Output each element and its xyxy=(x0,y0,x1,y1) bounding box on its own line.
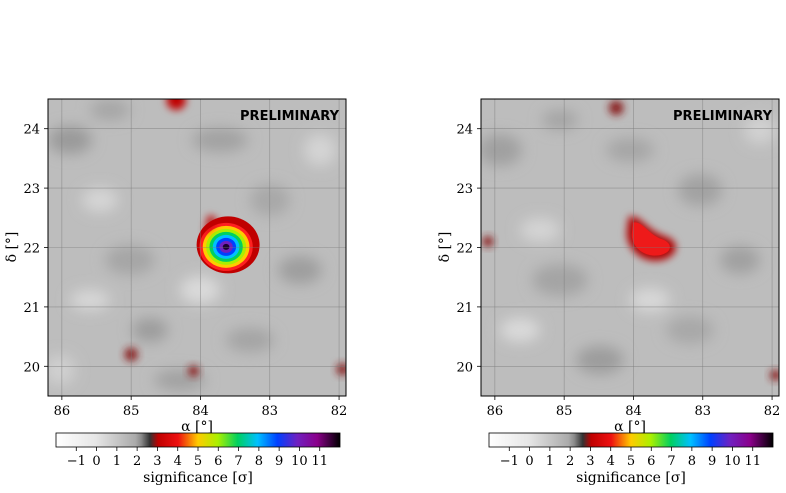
colorbar: −1 0 1 2 3 4 5 6 7 8 9 10 11 significance [σ] xyxy=(488,432,774,486)
significance-contour xyxy=(204,214,219,235)
y-tick-label: 20 xyxy=(23,360,40,375)
colorbar-label: significance [σ] xyxy=(143,470,253,486)
colorbar-tick-label: 1 xyxy=(113,454,121,469)
colorbar-tick-label: 11 xyxy=(311,454,328,469)
main-source xyxy=(196,214,260,274)
colorbar-tick-label: 6 xyxy=(647,454,655,469)
significance-contour xyxy=(222,243,230,250)
colorbar-tick-label: 4 xyxy=(174,454,182,469)
y-tick-labels: 20 21 22 23 24 xyxy=(456,123,481,375)
noise-blobs xyxy=(48,100,336,390)
colorbar-tick-labels: −1 0 1 2 3 4 5 6 7 8 9 10 11 xyxy=(67,447,328,469)
hotspot xyxy=(336,363,346,376)
colorbar-gradient xyxy=(55,432,341,448)
y-tick-label: 21 xyxy=(23,301,40,316)
hotspot-blob xyxy=(482,235,494,248)
colorbar-tick-label: 4 xyxy=(607,454,615,469)
source-markers xyxy=(124,99,346,377)
colorbar-tick-label: 3 xyxy=(586,454,594,469)
colorbar-tick-labels: −1 0 1 2 3 4 5 6 7 8 9 10 11 xyxy=(500,447,761,469)
colorbar-tick-label: 10 xyxy=(724,454,741,469)
y-tick-label: 21 xyxy=(456,301,473,316)
x-tick-label: 82 xyxy=(764,404,781,419)
watermark-label: PRELIMINARY xyxy=(240,109,340,124)
x-tick-label: 86 xyxy=(487,404,504,419)
colorbar-tick-label: −1 xyxy=(500,454,519,469)
colorbar-tick-label: 2 xyxy=(566,454,574,469)
x-tick-label: 86 xyxy=(54,404,71,419)
hotspot xyxy=(608,100,624,116)
x-axis-label: α [°] xyxy=(614,419,646,435)
colorbar: −1 0 1 2 3 4 5 6 7 8 9 10 11 significance [σ] xyxy=(55,432,341,486)
x-tick-label: 85 xyxy=(556,404,573,419)
x-tick-labels: 86 85 84 83 82 xyxy=(54,396,348,419)
colorbar-tick-label: 8 xyxy=(255,454,263,469)
grid-lines xyxy=(481,99,779,396)
x-tick-label: 83 xyxy=(694,404,711,419)
y-tick-label: 24 xyxy=(456,123,473,138)
y-tick-labels: 20 21 22 23 24 xyxy=(23,123,48,375)
x-tick-label: 84 xyxy=(192,404,209,419)
colorbar-tick-label: −1 xyxy=(67,454,86,469)
y-tick-label: 22 xyxy=(23,242,40,257)
colorbar-tick-label: 11 xyxy=(744,454,761,469)
hotspot xyxy=(187,365,200,377)
hotspot xyxy=(166,99,187,110)
colorbar-label: significance [σ] xyxy=(576,470,686,486)
y-tick-label: 23 xyxy=(456,182,473,197)
colorbar-gradient xyxy=(488,432,774,448)
heatmap-background xyxy=(48,99,346,396)
hotspot-blob xyxy=(166,99,187,110)
y-tick-label: 22 xyxy=(456,242,473,257)
hotspot-blob xyxy=(336,363,346,376)
y-tick-label: 20 xyxy=(456,360,473,375)
colorbar-tick-label: 9 xyxy=(275,454,283,469)
colorbar-tick-label: 5 xyxy=(627,454,635,469)
hotspot-blob xyxy=(187,365,200,377)
hotspot-blob xyxy=(608,100,624,116)
noise-blobs xyxy=(481,110,776,374)
colorbar-tick-label: 7 xyxy=(234,454,242,469)
x-tick-label: 85 xyxy=(123,404,140,419)
x-tick-label: 84 xyxy=(625,404,642,419)
colorbar-tick-label: 5 xyxy=(194,454,202,469)
hotspot xyxy=(482,235,494,248)
y-axis-label: δ [°] xyxy=(4,232,20,263)
colorbar-tick-label: 2 xyxy=(133,454,141,469)
colorbar-tick-label: 9 xyxy=(708,454,716,469)
x-tick-label: 83 xyxy=(261,404,278,419)
colorbar-tick-label: 1 xyxy=(546,454,554,469)
colorbar-tick-label: 8 xyxy=(688,454,696,469)
x-axis-label: α [°] xyxy=(181,419,213,435)
y-tick-label: 23 xyxy=(23,182,40,197)
x-tick-label: 82 xyxy=(331,404,348,419)
colorbar-tick-label: 0 xyxy=(525,454,533,469)
colorbar-tick-label: 3 xyxy=(153,454,161,469)
colorbar-tick-label: 6 xyxy=(214,454,222,469)
colorbar-tick-label: 0 xyxy=(92,454,100,469)
y-tick-label: 24 xyxy=(23,123,40,138)
grid-lines xyxy=(48,99,346,396)
colorbar-tick-label: 7 xyxy=(667,454,675,469)
watermark-label: PRELIMINARY xyxy=(673,109,773,124)
x-tick-labels: 86 85 84 83 82 xyxy=(487,396,781,419)
y-axis-label: δ [°] xyxy=(437,232,453,263)
colorbar-tick-label: 10 xyxy=(291,454,308,469)
